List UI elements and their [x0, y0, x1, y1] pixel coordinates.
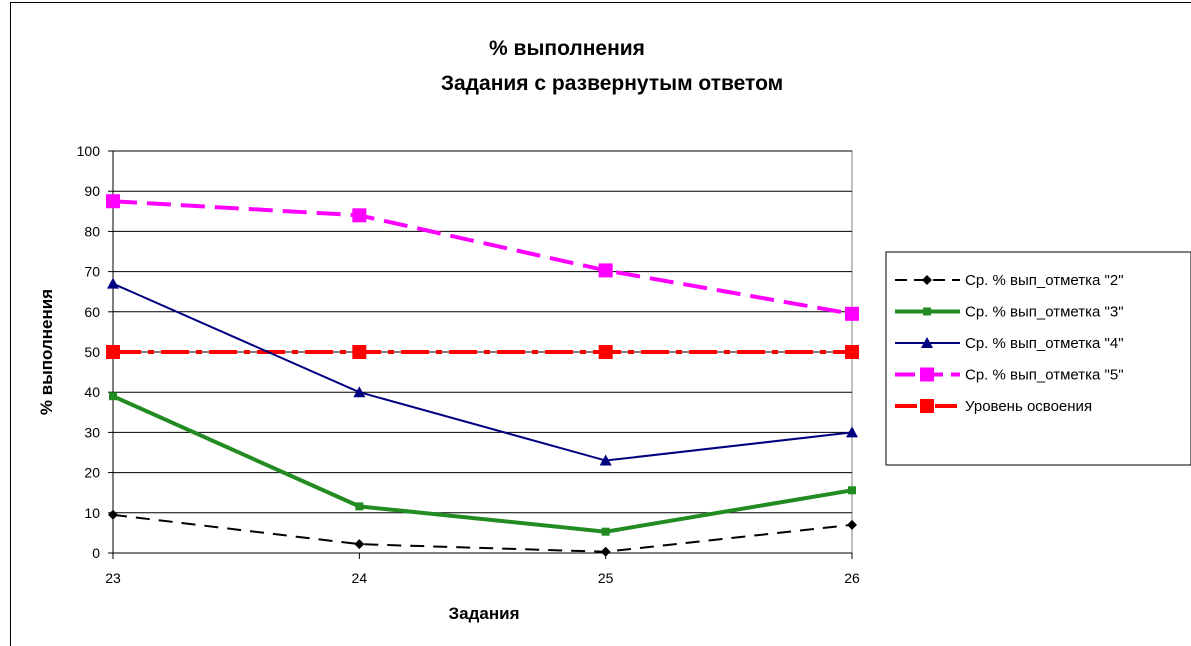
- data-point: [845, 345, 859, 359]
- y-tick-label: 90: [84, 183, 100, 199]
- legend-marker: [922, 275, 932, 285]
- x-axis-title: Задания: [449, 604, 520, 623]
- data-point: [601, 527, 610, 536]
- legend-marker: [921, 337, 933, 348]
- legend-label: Уровень освоения: [965, 398, 1092, 415]
- series-2: [109, 392, 856, 536]
- data-point: [352, 345, 367, 359]
- data-point: [847, 519, 857, 530]
- data-point: [108, 509, 118, 520]
- y-tick-label: 0: [92, 545, 100, 561]
- y-tick-label: 60: [84, 304, 100, 320]
- chart-frame: [10, 2, 1191, 646]
- data-point: [846, 426, 858, 438]
- legend-label: Ср. % вып_отметка "5": [965, 367, 1124, 384]
- chart-title: % выполнения: [489, 37, 645, 60]
- data-point: [353, 386, 366, 398]
- data-point: [106, 345, 120, 359]
- legend: Ср. % вып_отметка "2" Ср. % вып_отметка "…: [885, 251, 1191, 466]
- data-point: [598, 345, 613, 359]
- legend-item-5: Уровень освоения: [895, 398, 1092, 415]
- data-point: [106, 194, 120, 209]
- series-4: [106, 194, 859, 321]
- legend-label: Ср. % вып_отметка "3": [965, 304, 1124, 321]
- y-tick-label: 10: [84, 505, 100, 521]
- series-line: [112, 199, 853, 316]
- data-point: [598, 263, 613, 278]
- legend-label: Ср. % вып_отметка "4": [965, 335, 1124, 352]
- x-tick-label: 23: [105, 570, 121, 586]
- x-tick-label: 26: [844, 570, 860, 586]
- series-line: [112, 282, 853, 462]
- y-tick-label: 80: [84, 223, 100, 239]
- series-line: [112, 513, 853, 553]
- y-tick-label: 50: [84, 344, 100, 360]
- legend-marker: [923, 307, 931, 316]
- data-point: [107, 277, 119, 289]
- data-point: [600, 546, 611, 557]
- legend-item-3: Ср. % вып_отметка "4": [895, 335, 1124, 352]
- plot-area: 0 10 20 30 40 50 60 70 80 90 100 23 24 25 26: [77, 143, 860, 586]
- legend-marker: [920, 399, 934, 413]
- legend-box: [885, 251, 1191, 466]
- data-point: [599, 454, 612, 466]
- data-point: [352, 208, 367, 223]
- series-3: [107, 277, 858, 466]
- y-tick-label: 100: [77, 143, 101, 159]
- data-point: [845, 306, 859, 321]
- legend-marker: [920, 367, 934, 382]
- data-point: [355, 502, 364, 511]
- legend-item-1: Ср. % вып_отметка "2": [895, 272, 1124, 289]
- y-tick-label: 40: [84, 384, 100, 400]
- data-point: [354, 539, 365, 550]
- x-tick-label: 25: [598, 570, 614, 586]
- series-5: [106, 345, 859, 359]
- y-tick-label: 30: [84, 424, 100, 440]
- chart-subtitle: Задания с развернутым ответом: [441, 72, 783, 95]
- series-1: [108, 509, 857, 557]
- y-axis-title: % выполнения: [37, 289, 56, 415]
- legend-item-4: Ср. % вып_отметка "5": [895, 367, 1124, 384]
- data-point: [848, 486, 856, 495]
- data-point: [109, 392, 117, 401]
- legend-item-2: Ср. % вып_отметка "3": [895, 304, 1124, 321]
- y-tick-label: 70: [84, 264, 100, 280]
- x-tick-label: 24: [352, 570, 368, 586]
- series-line: [112, 394, 853, 534]
- y-tick-label: 20: [84, 465, 100, 481]
- legend-label: Ср. % вып_отметка "2": [965, 272, 1124, 289]
